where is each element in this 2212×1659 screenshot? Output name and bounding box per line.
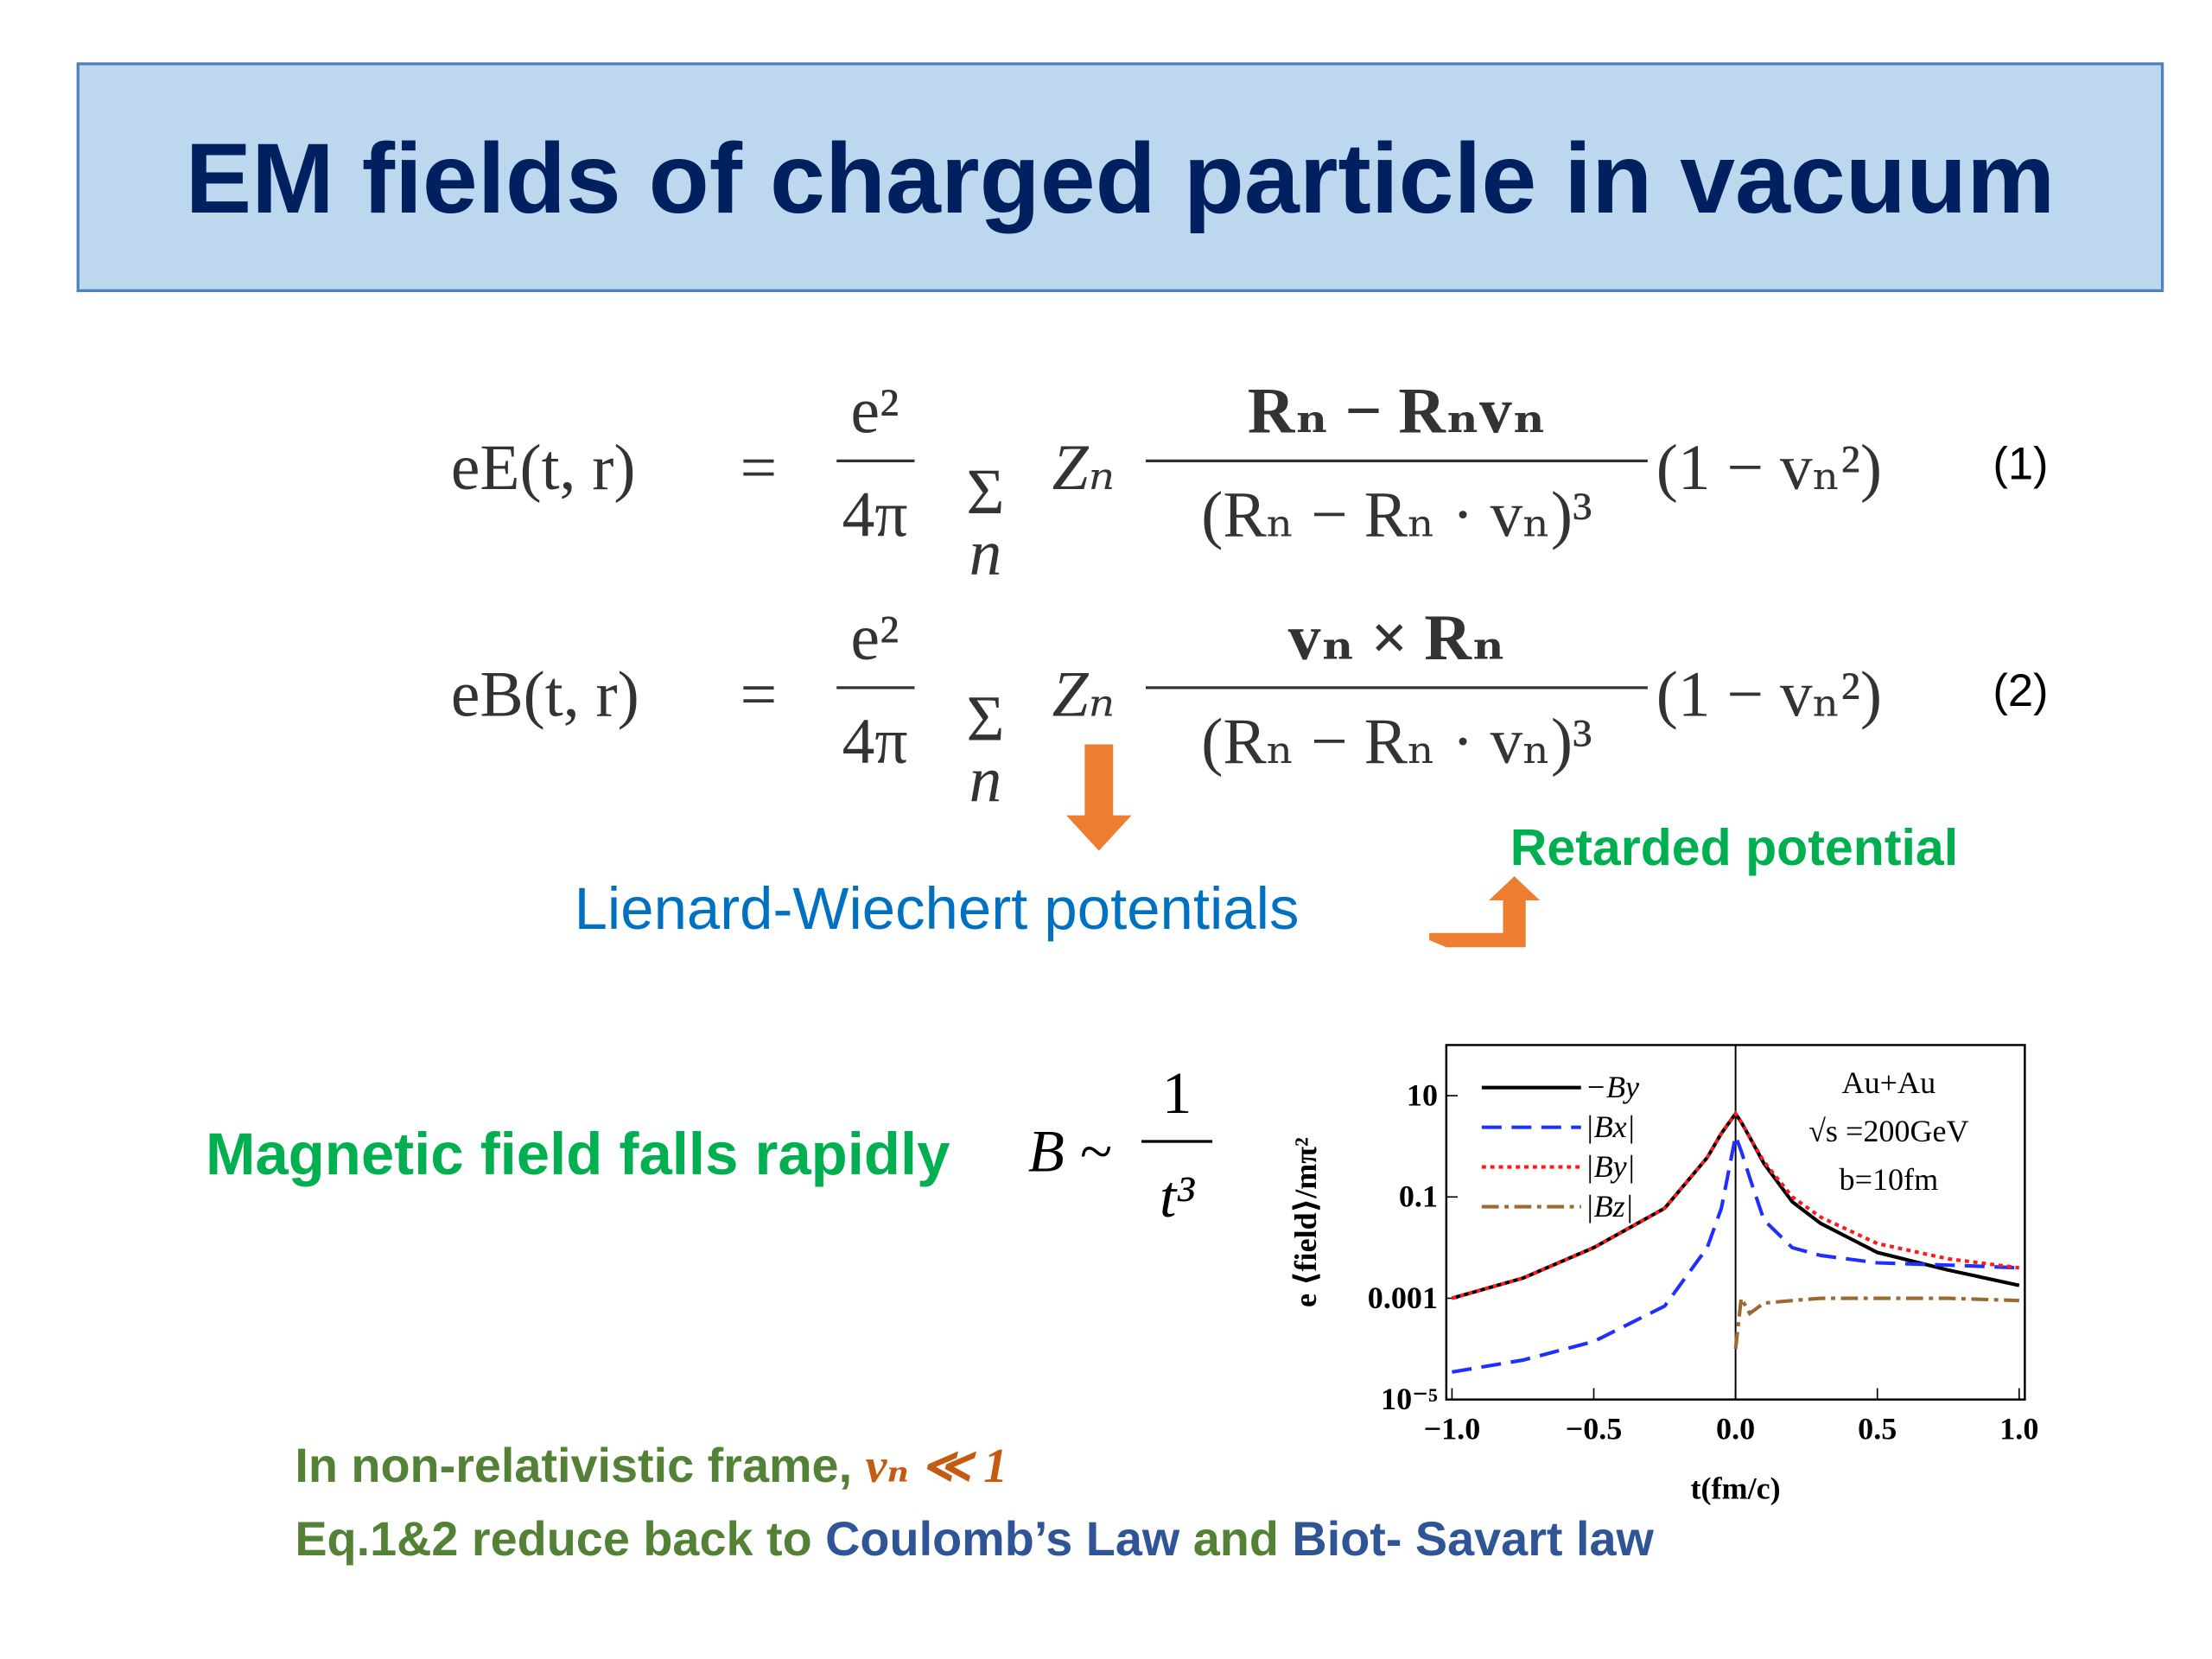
condition: vₙ ≪ 1 <box>866 1440 1007 1493</box>
x-tick-label: −0.5 <box>1566 1412 1623 1446</box>
eq-lhs: eB(t, r) <box>451 659 639 731</box>
series-line <box>1451 1110 2020 1300</box>
legend-label: −By <box>1586 1070 1640 1104</box>
series-line <box>1733 1292 2019 1350</box>
eq-index: n <box>969 518 1002 589</box>
text: In non-relativistic frame, <box>295 1438 865 1492</box>
eq-label: (1) <box>1993 439 2048 490</box>
falls-num: 1 <box>1162 1060 1192 1126</box>
y-tick-label: 10⁻⁵ <box>1381 1382 1438 1416</box>
eq-pre_num: e² <box>850 376 899 448</box>
bent-arrow <box>1429 876 1541 948</box>
eq-lhs: eE(t, r) <box>451 432 636 504</box>
eq-den: (Rₙ − Rₙ · vₙ)³ <box>1201 479 1592 550</box>
falls-den: t³ <box>1160 1164 1195 1230</box>
title-box <box>76 62 2164 293</box>
title: EM fields of charged particle in vacuum <box>186 124 2056 234</box>
annotation: Au+Au <box>1842 1065 1936 1100</box>
eq-pre_den: 4π <box>842 706 908 778</box>
x-tick-label: 1.0 <box>1999 1412 2038 1446</box>
eq-equals: = <box>741 432 778 504</box>
eq-factor: Zₙ <box>1052 659 1116 731</box>
x-axis-label: t(fm/c) <box>1691 1471 1781 1506</box>
falls-text: Magnetic field falls rapidly <box>206 1121 950 1187</box>
eq-index: n <box>969 744 1002 816</box>
down-arrow <box>1066 744 1132 851</box>
retarded-text: Retarded potential <box>1510 819 1959 876</box>
eq-sum: Σ <box>967 456 1005 528</box>
annotation: b=10fm <box>1840 1162 1939 1197</box>
eq-num: Rₙ − Rₙvₙ <box>1248 376 1546 448</box>
eq-factor: Zₙ <box>1052 432 1116 504</box>
eq-equals: = <box>741 659 778 731</box>
legend-label: |By| <box>1586 1149 1636 1184</box>
law: Coulomb’s Law <box>825 1511 1180 1566</box>
bottom-line1: In non-relativistic frame, vₙ ≪ 1 <box>295 1438 1007 1493</box>
y-axis-label: e ⟨field⟩/mπ² <box>1288 1137 1323 1307</box>
x-tick-label: 0.0 <box>1716 1412 1755 1446</box>
y-tick-label: 0.1 <box>1399 1179 1438 1214</box>
chart: 10⁻⁵ 0.001 0.1 10 −1.0 −0.5 0.0 0.5 1.0 t(fm/c) e … <box>1288 1044 2038 1506</box>
annotation: √s =200GeV <box>1808 1114 1969 1148</box>
lienard-text: Lienard-Wiechert potentials <box>575 875 1300 942</box>
y-tick-label: 0.001 <box>1368 1281 1438 1315</box>
eq-den: (Rₙ − Rₙ · vₙ)³ <box>1201 706 1592 778</box>
eq-label: (2) <box>1993 665 2048 716</box>
text: Eq.1&2 reduce back to <box>295 1511 825 1566</box>
eq-num: vₙ × Rₙ <box>1288 602 1505 674</box>
bottom-line2: Eq.1&2 reduce back to Coulomb’s Law and … <box>295 1511 1654 1566</box>
legend-label: |Bz| <box>1586 1189 1634 1224</box>
y-tick-label: 10 <box>1407 1078 1438 1113</box>
eq-pre_den: 4π <box>842 479 908 550</box>
equations: eE(t, r) = e² 4π Σn Zₙ Rₙ − Rₙvₙ (Rₙ − Rₙ · vₙ)… <box>451 376 2049 817</box>
x-tick-label: 0.5 <box>1858 1412 1897 1446</box>
eq-sum: Σ <box>967 683 1005 755</box>
falls-lhs: B ~ <box>1028 1118 1112 1184</box>
eq-tail: (1 − vₙ²) <box>1656 659 1882 731</box>
eq-pre_num: e² <box>850 602 899 674</box>
text: and <box>1179 1511 1292 1566</box>
series-line <box>1452 1129 2019 1374</box>
legend-label: |Bx| <box>1586 1109 1636 1144</box>
eq-tail: (1 − vₙ²) <box>1656 432 1882 504</box>
law: Biot- Savart law <box>1292 1511 1654 1566</box>
x-tick-label: −1.0 <box>1424 1412 1481 1446</box>
